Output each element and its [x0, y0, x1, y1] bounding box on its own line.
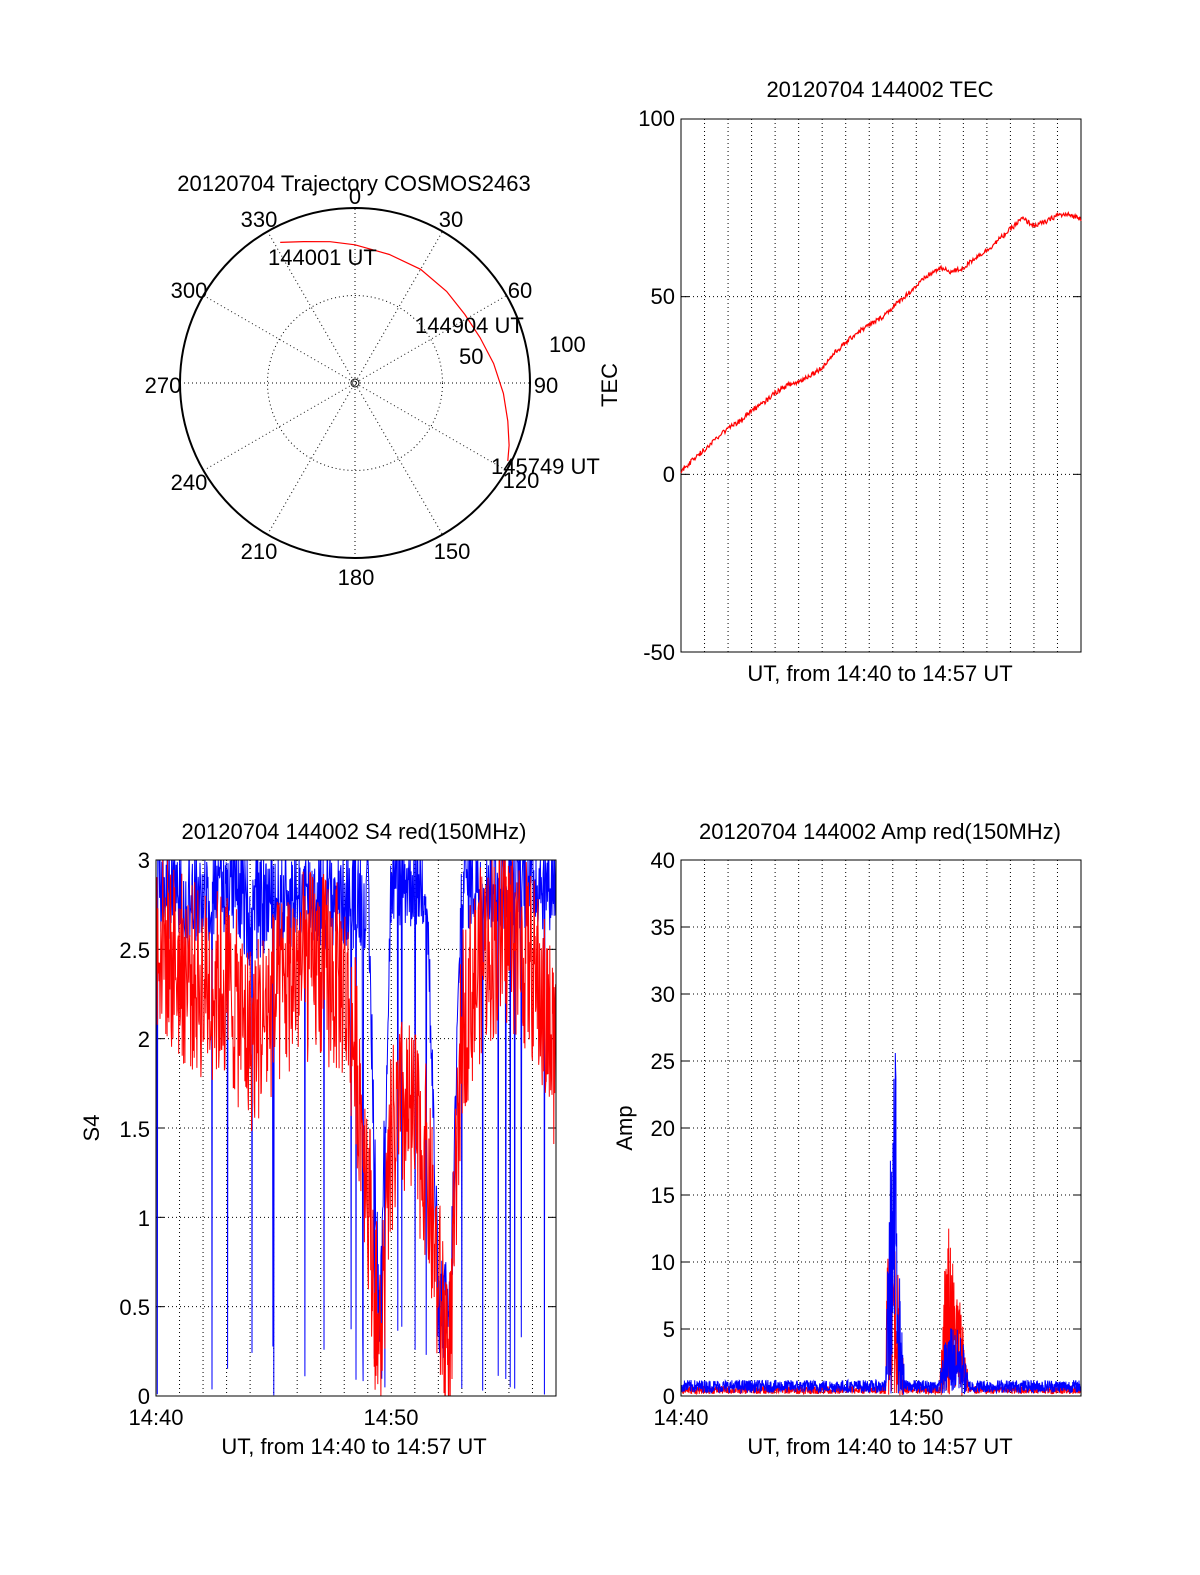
s4-ytick-label: 0.5 [119, 1295, 150, 1320]
tec-y-ticks: -50 0 50 100 [638, 106, 675, 665]
az-label-150: 150 [434, 539, 471, 564]
polar-inner-circle [267, 295, 443, 471]
amp-ytick-label: 30 [651, 982, 675, 1007]
amp-xtick-label: 14:40 [653, 1405, 708, 1430]
amp-traces [680, 1052, 1082, 1396]
tec-xlabel: UT, from 14:40 to 14:57 UT [747, 661, 1012, 686]
traj-annotation-mid: 144904 UT [415, 313, 524, 338]
trajectory-line [280, 240, 510, 461]
az-label-0: 0 [349, 184, 361, 209]
amp-grid [681, 859, 1081, 1397]
az-label-60: 60 [508, 278, 532, 303]
tec-ytick-label: -50 [643, 640, 675, 665]
tec-title: 20120704 144002 TEC [766, 77, 993, 102]
tec-series-line [680, 211, 1082, 474]
amp-ytick-label: 40 [651, 848, 675, 873]
s4-ytick-label: 0 [138, 1384, 150, 1409]
s4-xlabel: UT, from 14:40 to 14:57 UT [221, 1434, 486, 1459]
az-label-30: 30 [439, 207, 463, 232]
az-label-90: 90 [534, 373, 558, 398]
amp-ylabel: Amp [612, 1105, 637, 1150]
s4-blue-series [155, 859, 557, 1396]
amp-blue-series [680, 1052, 1082, 1395]
s4-traces [155, 859, 557, 1397]
amp-frame [680, 859, 1082, 1397]
traj-annotation-end: 145749 UT [491, 454, 600, 479]
s4-frame [155, 859, 557, 1397]
amp-ytick-label: 5 [663, 1317, 675, 1342]
polar-azimuth-labels: 0 30 60 90 120 150 180 210 240 270 300 3… [145, 184, 559, 590]
s4-ytick-label: 1 [138, 1206, 150, 1231]
tec-frame [680, 118, 1082, 653]
tec-ytick-label: 0 [663, 462, 675, 487]
amp-red-series [680, 1221, 1082, 1396]
s4-plot: 20120704 144002 S4 red(150MHz) 0 0.5 1 1… [79, 819, 557, 1459]
az-label-330: 330 [241, 207, 278, 232]
s4-ylabel: S4 [79, 1115, 104, 1142]
tec-plot: 20120704 144002 TEC -50 0 50 100 TEC UT,… [597, 77, 1082, 686]
s4-ytick-label: 3 [138, 848, 150, 873]
amp-xlabel: UT, from 14:40 to 14:57 UT [747, 1434, 1012, 1459]
s4-ytick-label: 2 [138, 1027, 150, 1052]
s4-ytick-label: 2.5 [119, 938, 150, 963]
s4-red-series [155, 859, 557, 1397]
amp-ytick-label: 35 [651, 915, 675, 940]
amp-plot: 20120704 144002 Amp red(150MHz) 0 5 10 1… [612, 819, 1082, 1459]
s4-title: 20120704 144002 S4 red(150MHz) [182, 819, 527, 844]
s4-y-ticks: 0 0.5 1 1.5 2 2.5 3 [119, 848, 150, 1409]
amp-ytick-label: 25 [651, 1049, 675, 1074]
s4-xtick-label: 14:40 [128, 1405, 183, 1430]
tec-ylabel: TEC [597, 363, 622, 407]
az-label-240: 240 [171, 470, 208, 495]
polar-title: 20120704 Trajectory COSMOS2463 [177, 171, 530, 196]
amp-ytick-label: 10 [651, 1250, 675, 1275]
az-label-180: 180 [338, 565, 375, 590]
traj-annotation-start: 144001 UT [268, 245, 377, 270]
az-label-120: 120 [503, 468, 540, 493]
s4-ytick-label: 1.5 [119, 1117, 150, 1142]
radial-label-100: 100 [549, 332, 586, 357]
az-label-270: 270 [145, 373, 182, 398]
tec-ytick-label: 50 [651, 284, 675, 309]
amp-ytick-label: 15 [651, 1183, 675, 1208]
amp-ytick-label: 0 [663, 1384, 675, 1409]
az-label-210: 210 [241, 539, 278, 564]
s4-xtick-label: 14:50 [363, 1405, 418, 1430]
az-label-300: 300 [171, 278, 208, 303]
polar-center [350, 378, 360, 388]
tec-ytick-label: 100 [638, 106, 675, 131]
radial-label-50: 50 [459, 344, 483, 369]
amp-title: 20120704 144002 Amp red(150MHz) [699, 819, 1061, 844]
amp-xtick-label: 14:50 [888, 1405, 943, 1430]
amp-ytick-label: 20 [651, 1116, 675, 1141]
trajectory-polar-plot: 20120704 Trajectory COSMOS2463 0 30 60 9… [145, 171, 600, 590]
amp-y-ticks: 0 5 10 15 20 25 30 35 40 [651, 848, 675, 1409]
tec-grid [681, 118, 1081, 653]
